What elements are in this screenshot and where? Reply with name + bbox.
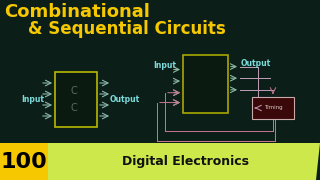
Text: C: C <box>70 86 77 96</box>
Text: Timing: Timing <box>264 105 282 111</box>
Text: & Sequential Circuits: & Sequential Circuits <box>28 20 226 38</box>
Polygon shape <box>42 143 320 180</box>
Text: Input: Input <box>154 60 177 69</box>
Bar <box>55 72 97 127</box>
Text: C: C <box>70 103 77 113</box>
Polygon shape <box>0 143 48 180</box>
Text: Input: Input <box>21 95 44 104</box>
Text: Digital Electronics: Digital Electronics <box>122 155 249 168</box>
Text: 100: 100 <box>1 152 47 172</box>
Text: Output: Output <box>110 95 140 104</box>
Text: Combinational: Combinational <box>4 3 150 21</box>
Text: Output: Output <box>241 58 271 68</box>
Bar <box>252 97 294 119</box>
Bar <box>183 55 228 113</box>
